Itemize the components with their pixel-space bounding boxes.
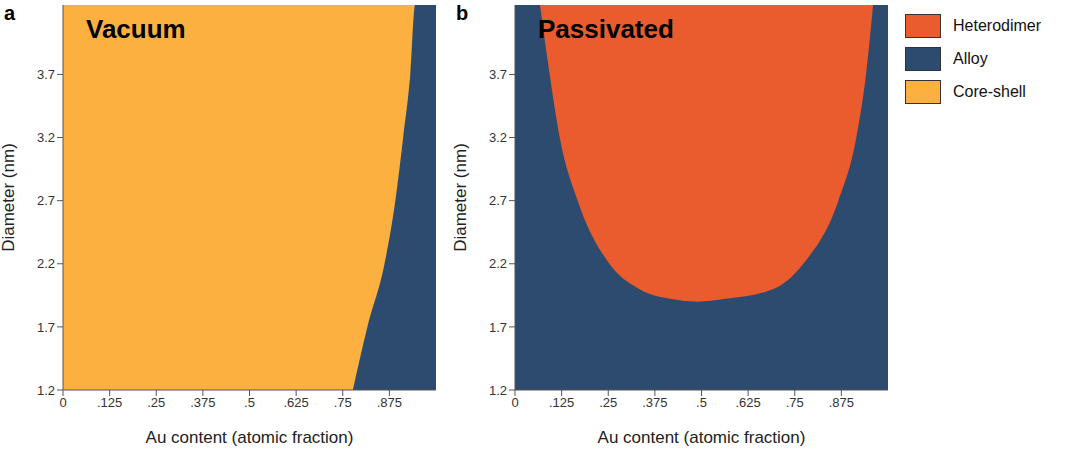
svg-text:1.7: 1.7 — [489, 320, 507, 335]
svg-text:.25: .25 — [599, 395, 617, 410]
svg-text:.625: .625 — [735, 395, 760, 410]
html-text:a: a — [4, 2, 16, 24]
svg-text:1.2: 1.2 — [37, 383, 55, 398]
svg-text:1.2: 1.2 — [489, 383, 507, 398]
html-text:Heterodimer: Heterodimer — [953, 16, 1041, 34]
svg-text:3.2: 3.2 — [489, 130, 507, 145]
svg-text:2.2: 2.2 — [37, 256, 55, 271]
svg-text:.125: .125 — [549, 395, 574, 410]
svg-text:.375: .375 — [190, 395, 215, 410]
svg-text:.375: .375 — [642, 395, 667, 410]
html-text:Vacuum: Vacuum — [86, 14, 186, 44]
svg-text:.125: .125 — [97, 395, 122, 410]
svg-text:.5: .5 — [244, 395, 255, 410]
svg-text:3.2: 3.2 — [37, 130, 55, 145]
svg-text:.25: .25 — [147, 395, 165, 410]
svg-text:.75: .75 — [786, 395, 804, 410]
html-text:Passivated: Passivated — [538, 14, 674, 44]
svg-text:Diameter (nm): Diameter (nm) — [452, 143, 470, 252]
svg-text:Au content (atomic fraction): Au content (atomic fraction) — [598, 428, 806, 447]
svg-text:2.7: 2.7 — [37, 193, 55, 208]
html-text:Core-shell: Core-shell — [953, 82, 1026, 100]
svg-text:3.7: 3.7 — [37, 67, 55, 82]
svg-text:Au content (atomic fraction): Au content (atomic fraction) — [146, 428, 354, 447]
svg-text:0: 0 — [59, 395, 66, 410]
svg-text:.625: .625 — [283, 395, 308, 410]
svg-text:1.7: 1.7 — [37, 320, 55, 335]
svg-text:.875: .875 — [377, 395, 402, 410]
svg-text:Diameter (nm): Diameter (nm) — [8, 143, 18, 252]
svg-text:.875: .875 — [829, 395, 854, 410]
svg-text:.5: .5 — [696, 395, 707, 410]
html-text:b: b — [456, 2, 469, 24]
svg-text:2.7: 2.7 — [489, 193, 507, 208]
html-text:Alloy: Alloy — [953, 49, 988, 67]
svg-text:3.7: 3.7 — [489, 67, 507, 82]
svg-text:0: 0 — [511, 395, 518, 410]
svg-text:2.2: 2.2 — [489, 256, 507, 271]
svg-text:.75: .75 — [334, 395, 352, 410]
